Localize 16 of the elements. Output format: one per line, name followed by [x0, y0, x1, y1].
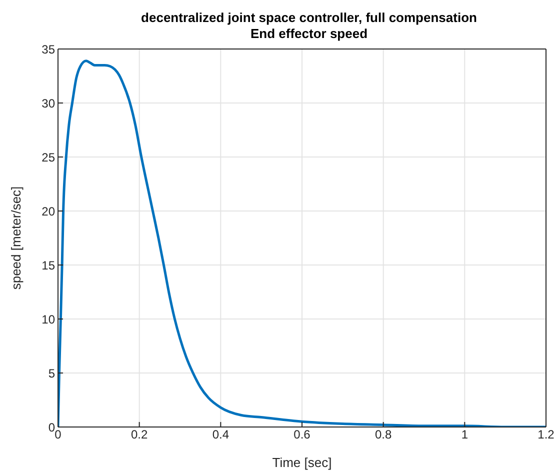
y-tick-label: 20 [42, 204, 56, 218]
y-axis-title: speed [meter/sec] [8, 186, 24, 290]
y-tick-label: 35 [42, 42, 56, 56]
chart-title: decentralized joint space controller, full compensation End effector speed [140, 9, 478, 41]
x-axis-title: Time [sec] [272, 455, 332, 470]
y-tick-label: 30 [42, 96, 56, 110]
x-tick-label: 0.8 [374, 428, 392, 442]
x-tick-label: 1 [461, 428, 468, 442]
x-tick-label: 0.6 [294, 428, 311, 442]
y-tick-label: 10 [42, 312, 56, 326]
y-tick-label: 15 [42, 258, 56, 272]
y-tick-label: 5 [48, 366, 56, 380]
x-tick-label: 1.2 [538, 428, 555, 442]
x-tick-label: 0.4 [212, 428, 230, 442]
y-tick-label: 25 [42, 150, 56, 164]
x-tick-label: 0.2 [130, 428, 148, 442]
